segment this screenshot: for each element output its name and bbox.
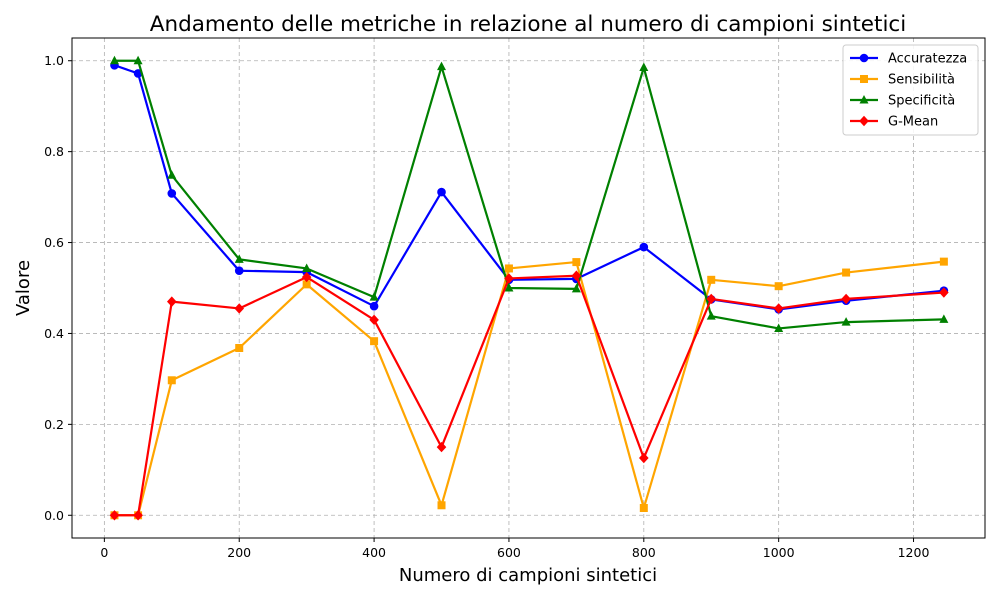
series-layer — [109, 55, 949, 521]
data-point — [571, 270, 582, 281]
data-point — [842, 268, 851, 277]
data-point — [939, 287, 949, 298]
data-point — [504, 283, 514, 292]
data-point — [706, 311, 716, 320]
data-point — [504, 264, 513, 273]
y-tick-label: 1.0 — [44, 53, 64, 68]
data-point — [639, 242, 649, 252]
legend-entry: G-Mean — [850, 115, 938, 130]
data-point — [234, 303, 245, 314]
legend-label: Accuratezza — [888, 52, 967, 67]
legend-entry: Specificità — [850, 94, 955, 109]
series-line — [114, 274, 944, 517]
data-point — [504, 273, 514, 284]
data-point — [773, 303, 784, 314]
data-point — [166, 296, 177, 307]
series-specificit- — [109, 55, 949, 332]
data-point — [235, 344, 244, 352]
x-tick-label: 800 — [632, 545, 656, 560]
legend-marker — [859, 115, 869, 127]
data-point — [301, 271, 312, 283]
y-tick-label: 0.6 — [44, 235, 64, 250]
legend: Accuratezza Sensibilità Specificità G-Mean — [842, 44, 979, 136]
series-g-mean — [109, 270, 949, 521]
legend-marker — [859, 53, 869, 63]
ticks: 0 200 400 600 800 1000 1200 0.0 0.2 0.4 0.6 0.8 1.0 — [44, 53, 929, 560]
y-tick-label: 0.2 — [44, 417, 64, 432]
legend-marker — [859, 95, 869, 104]
legend-label: Specificità — [888, 94, 955, 109]
data-point — [774, 323, 784, 332]
series-line — [114, 260, 944, 517]
plot-area-frame — [71, 37, 986, 539]
x-tick-label: 0 — [100, 545, 108, 560]
data-point — [369, 292, 379, 301]
x-tick-label: 1200 — [898, 545, 930, 560]
y-tick-label: 0.8 — [44, 144, 64, 159]
legend-entry: Accuratezza — [850, 52, 967, 67]
x-tick-label: 200 — [227, 545, 251, 560]
x-tick-label: 400 — [362, 545, 386, 560]
legend-label: Sensibilità — [888, 73, 955, 88]
data-point — [109, 510, 120, 521]
data-point — [133, 55, 143, 65]
data-point — [369, 301, 379, 311]
x-tick-label: 1000 — [763, 545, 795, 560]
legend-label: G-Mean — [888, 115, 938, 130]
chart-title: Andamento delle metriche in relazione al… — [150, 12, 906, 37]
data-point — [639, 452, 649, 464]
data-point — [639, 62, 649, 72]
data-point — [437, 61, 447, 71]
data-point — [302, 280, 311, 289]
data-point — [841, 317, 851, 326]
x-tick-label: 600 — [497, 545, 521, 560]
data-point — [133, 510, 143, 521]
data-point — [572, 258, 581, 267]
data-point — [167, 170, 177, 179]
data-point — [369, 314, 379, 326]
legend-marker — [860, 75, 868, 83]
data-point — [109, 55, 119, 65]
data-point — [167, 376, 176, 385]
legend-entry: Sensibilità — [850, 73, 955, 88]
data-point — [370, 337, 379, 346]
data-point — [774, 282, 783, 291]
data-point — [841, 293, 851, 305]
data-point — [437, 501, 446, 510]
data-point — [707, 275, 716, 284]
data-point — [939, 257, 948, 266]
data-point — [234, 254, 244, 263]
data-point — [571, 283, 581, 293]
data-point — [436, 441, 447, 453]
y-tick-label: 0.4 — [44, 326, 64, 341]
data-point — [167, 189, 177, 198]
y-tick-label: 0.0 — [44, 508, 64, 523]
series-line — [114, 59, 944, 330]
data-point — [437, 187, 446, 197]
y-axis-title: Valore — [13, 260, 34, 316]
legend-box — [842, 44, 979, 136]
data-point — [234, 266, 244, 276]
data-point — [706, 293, 717, 305]
data-point — [639, 504, 648, 512]
data-point — [939, 314, 949, 323]
data-point — [302, 263, 312, 272]
x-axis-title: Numero di campioni sintetici — [399, 565, 657, 586]
